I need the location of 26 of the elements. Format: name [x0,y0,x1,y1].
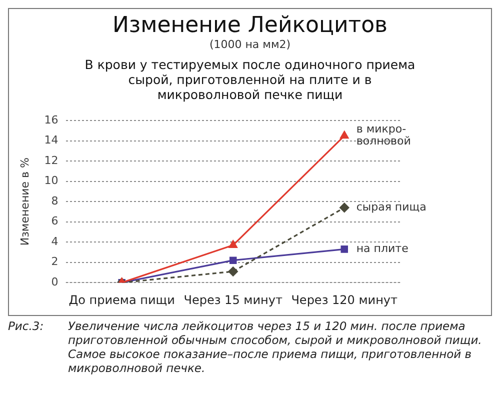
x-tick-label: До приема пищи [68,292,175,307]
series-label: в микро-волновой [356,122,411,148]
text: Рис.3: Увеличение числа лейкоцитов через 15 и 120 мин. после приема приготовленной обычным способом, сырой и микроволновой пищи. Самое высокое показание–после приема пищи, приготовленной в микроволновой печке. [8,319,482,375]
point [228,240,238,248]
y-tick-label: 6 [51,214,58,228]
text: В крови у тестируемых после одиночного приема сырой, приготовленной на плите и в микроволновой печке пищи [84,57,416,102]
y-tick-label: 2 [51,255,58,268]
y-axis-title: Изменение в % [18,158,32,246]
y-tick-label: 14 [44,134,58,147]
y-tick-label: 10 [44,174,58,188]
x-tick-label: Через 120 минут [291,292,398,307]
y-tick-label: 16 [44,113,58,126]
y-tick-label: 4 [51,234,58,248]
y-tick-label: 0 [51,275,58,288]
point [340,130,349,139]
chart-title: Изменение Лейкоцитов [111,13,389,38]
x-tick-label: Через 15 минут [184,292,282,307]
point [340,246,348,253]
chart-subtitle: (1000 на мм2) [208,38,292,51]
point [229,256,237,264]
point [340,202,350,212]
y-tick-label: 12 [44,154,58,167]
point [228,266,238,276]
series-label: сырая пища [356,200,426,214]
y-tick-label: 8 [51,194,58,208]
series-label: на плите [356,242,409,256]
